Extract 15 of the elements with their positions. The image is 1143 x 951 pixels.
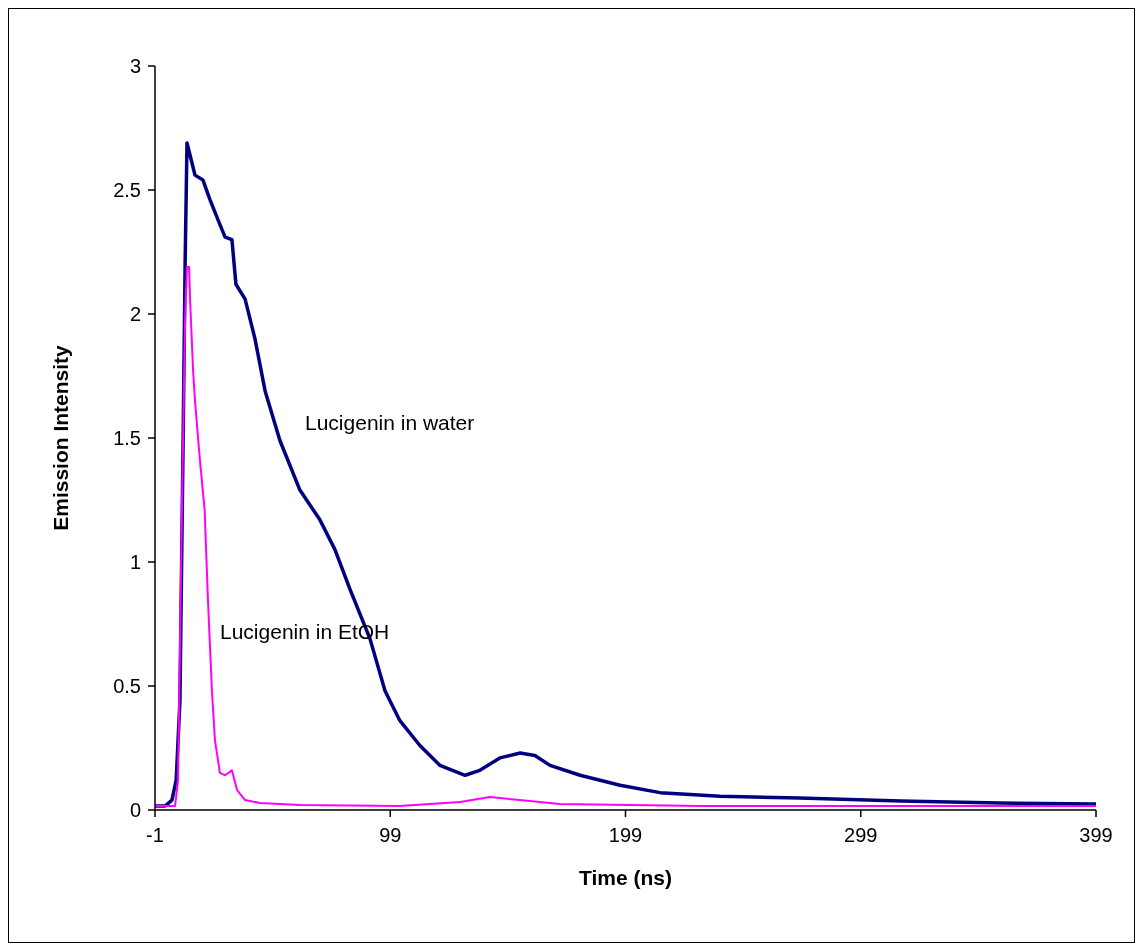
x-axis-title: Time (ns) <box>579 866 672 889</box>
x-tick-label: -1 <box>146 824 164 846</box>
x-tick-label: 99 <box>379 824 402 846</box>
x-tick-label: 199 <box>608 824 643 846</box>
x-tick-label: 399 <box>1079 824 1113 846</box>
y-tick-label: 1.5 <box>113 427 141 449</box>
y-tick-label: 0 <box>129 799 141 821</box>
y-tick-label: 0.5 <box>113 675 141 697</box>
y-tick-label: 3 <box>129 55 141 77</box>
y-tick-label: 2.5 <box>113 179 141 201</box>
y-axis-title: Emission Intensity <box>49 344 72 531</box>
y-tick-label: 1 <box>129 551 141 573</box>
annotation: Lucigenin in water <box>305 411 475 435</box>
x-tick-label: 299 <box>844 824 878 846</box>
y-tick-label: 2 <box>129 303 141 325</box>
